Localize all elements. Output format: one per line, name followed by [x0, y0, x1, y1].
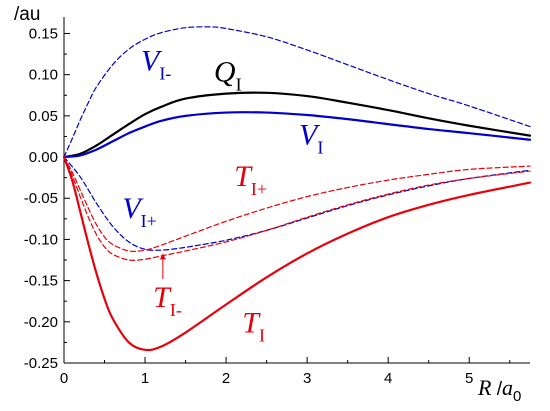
y-tick-label: -0.05 — [24, 190, 58, 207]
annotation-sub: I — [236, 74, 242, 94]
y-tick-label: 0.15 — [29, 25, 58, 42]
y-tick-label: 0.05 — [29, 108, 58, 125]
annotation-main: T — [153, 281, 172, 314]
annotation-sub: I — [317, 138, 323, 158]
annotation-main: V — [122, 192, 144, 225]
x-tick-label: 3 — [303, 370, 311, 387]
x-tick-label: 1 — [141, 370, 149, 387]
annotation-label: VI — [299, 119, 323, 158]
annotation-main: V — [141, 45, 163, 78]
annotation-label: VI+ — [122, 192, 156, 231]
axis-ticks: 0.15 0.10 0.05 0.00 -0.05 -0.10 -0.15 -0.20 -0.2… — [24, 25, 511, 387]
annotation-sub: I — [259, 326, 265, 346]
x-axis-title: R /a0 — [477, 375, 521, 405]
annotation-label: TI- — [153, 281, 182, 320]
series-vi-line — [62, 111, 532, 159]
x-tick-label: 2 — [222, 370, 230, 387]
axes — [63, 17, 530, 364]
annotation-arrow — [159, 253, 166, 279]
x-axis-unit-sub: 0 — [513, 388, 521, 405]
y-tick-label: -0.25 — [24, 355, 58, 372]
series-ti-plus-line — [63, 156, 531, 252]
x-tick-label: 5 — [465, 370, 473, 387]
annotation-label: TI+ — [234, 160, 267, 199]
series-qi-line — [62, 91, 532, 159]
annotation-label: VI- — [141, 45, 171, 84]
y-tick-label: 0.00 — [29, 149, 58, 166]
annotation-main: Q — [214, 55, 236, 88]
y-tick-label: -0.20 — [24, 314, 58, 331]
annotation-sub: I- — [170, 300, 182, 320]
y-tick-label: -0.10 — [24, 231, 58, 248]
annotation-sub: I+ — [251, 179, 267, 199]
x-axis-unit: a — [502, 375, 513, 400]
x-axis-slash: / — [491, 379, 502, 400]
x-tick-label: 0 — [60, 370, 68, 387]
y-axis-title: /au — [14, 4, 40, 25]
arrow-head — [159, 253, 166, 260]
annotation-label: QI — [214, 55, 242, 94]
series-lines — [62, 26, 532, 352]
annotation-sub: I- — [159, 64, 171, 84]
annotation-main: T — [234, 160, 253, 193]
x-tick-label: 4 — [384, 370, 392, 387]
annotation-label: TI — [242, 307, 265, 346]
series-ti-minus-line — [63, 156, 531, 261]
series-vi-plus-line — [63, 156, 531, 251]
annotation-sub: I+ — [141, 211, 157, 231]
annotation-main: T — [242, 307, 261, 340]
x-axis-var: R — [477, 375, 492, 400]
series-vi-minus-line — [63, 26, 531, 158]
annotation-main: V — [299, 119, 321, 152]
y-tick-label: 0.10 — [29, 67, 58, 84]
series-ti-line — [62, 155, 532, 352]
y-tick-label: -0.15 — [24, 273, 58, 290]
